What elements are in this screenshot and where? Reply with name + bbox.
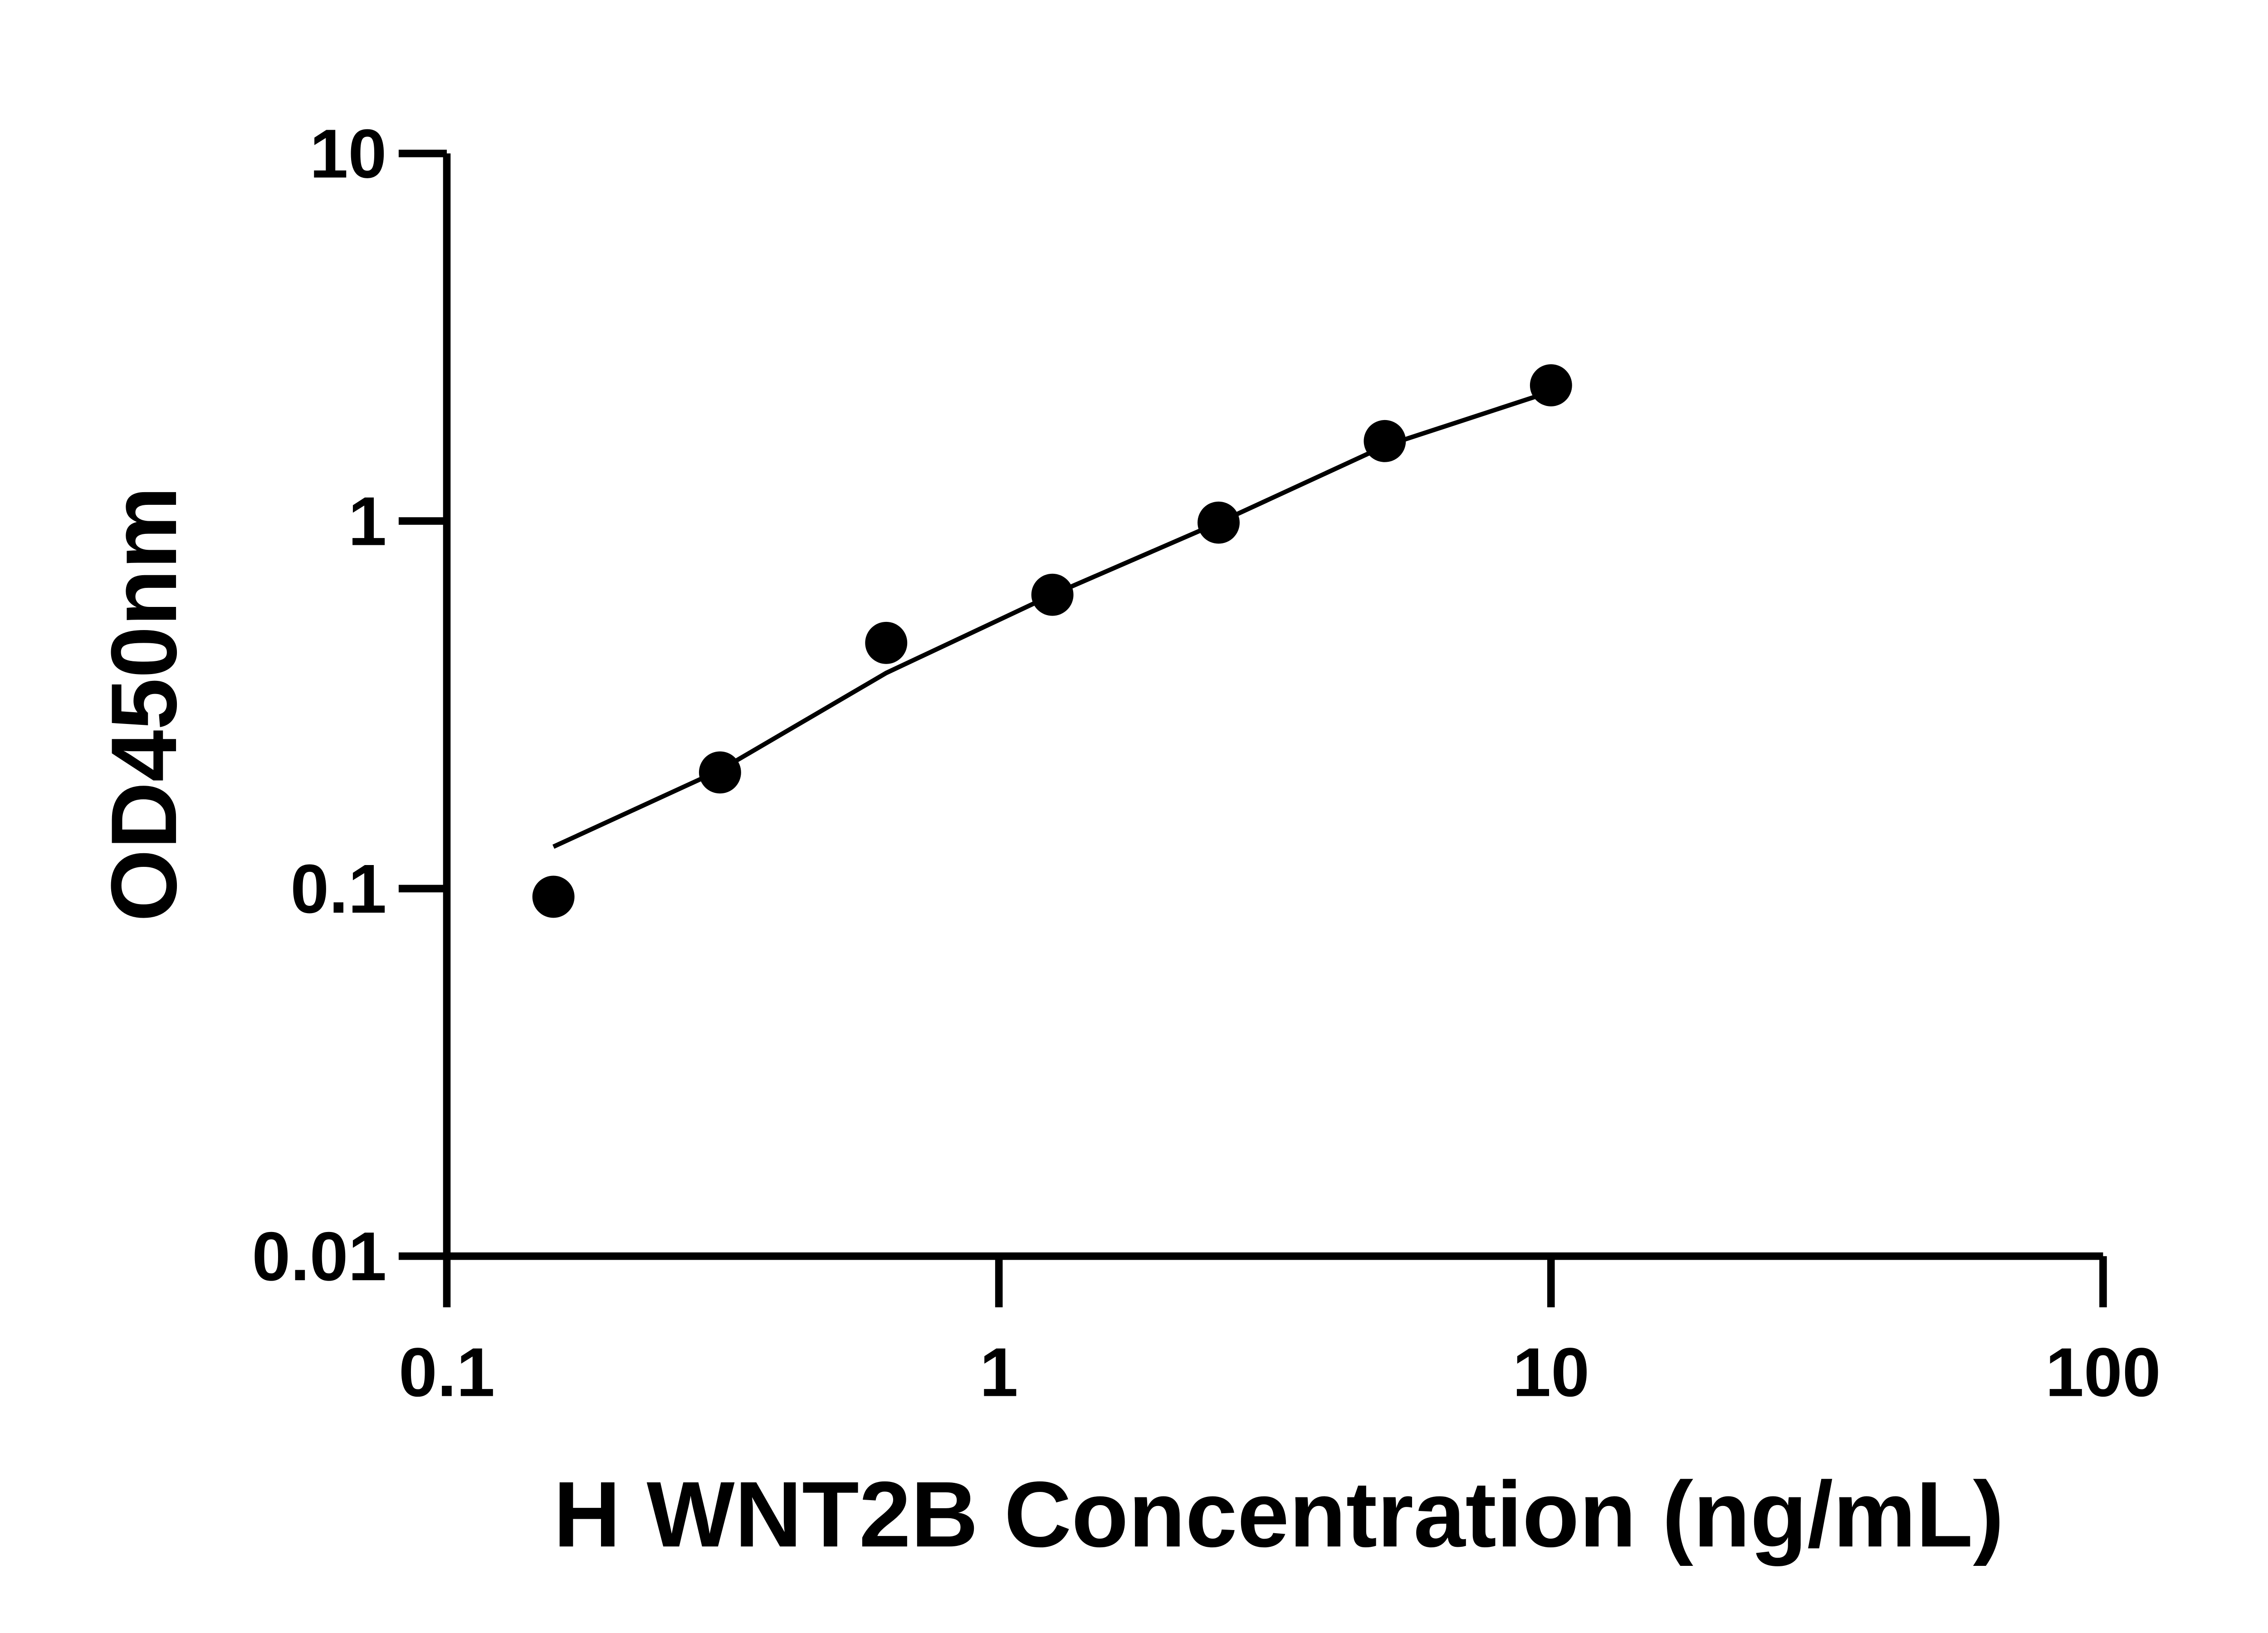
y-axis-title: OD450nm xyxy=(92,486,196,922)
data-point xyxy=(532,875,575,918)
data-point xyxy=(699,751,741,794)
data-point xyxy=(1364,420,1406,462)
y-tick-label: 10 xyxy=(310,115,387,192)
x-tick-label: 0.1 xyxy=(399,1334,495,1411)
x-axis-title: H WNT2B Concentration (ng/mL) xyxy=(553,1462,2004,1566)
data-point xyxy=(1031,573,1074,616)
y-tick-label: 0.01 xyxy=(252,1218,386,1295)
x-tick-label: 100 xyxy=(2045,1334,2161,1411)
y-tick-label: 0.1 xyxy=(290,851,386,928)
x-tick-label: 1 xyxy=(980,1334,1018,1411)
data-point xyxy=(865,621,908,664)
y-tick-label: 1 xyxy=(348,483,387,560)
x-tick-label: 10 xyxy=(1512,1334,1589,1411)
data-point xyxy=(1198,501,1240,544)
data-point xyxy=(1530,364,1572,406)
